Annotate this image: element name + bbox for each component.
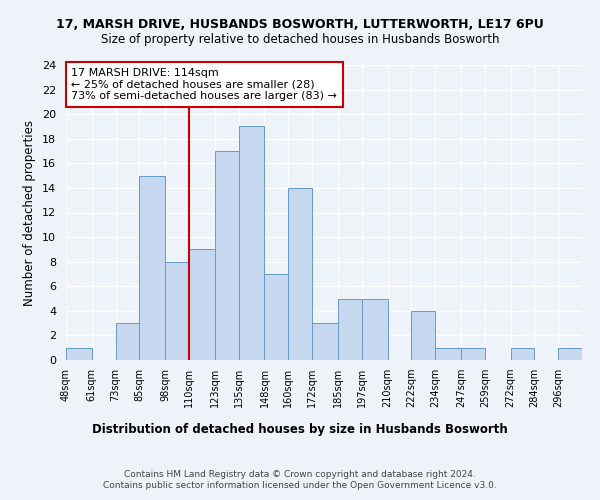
Bar — [239, 126, 265, 360]
Bar — [265, 274, 288, 360]
Text: Contains public sector information licensed under the Open Government Licence v3: Contains public sector information licen… — [103, 481, 497, 490]
Bar — [558, 348, 582, 360]
Bar — [215, 151, 239, 360]
Text: Distribution of detached houses by size in Husbands Bosworth: Distribution of detached houses by size … — [92, 422, 508, 436]
Bar — [189, 250, 215, 360]
Text: Size of property relative to detached houses in Husbands Bosworth: Size of property relative to detached ho… — [101, 32, 499, 46]
Bar — [66, 348, 92, 360]
Bar — [338, 298, 362, 360]
Bar — [412, 311, 435, 360]
Bar — [461, 348, 485, 360]
Bar — [165, 262, 189, 360]
Bar — [139, 176, 165, 360]
Bar — [116, 323, 139, 360]
Y-axis label: Number of detached properties: Number of detached properties — [23, 120, 37, 306]
Bar — [362, 298, 388, 360]
Bar — [288, 188, 312, 360]
Text: Contains HM Land Registry data © Crown copyright and database right 2024.: Contains HM Land Registry data © Crown c… — [124, 470, 476, 479]
Bar — [435, 348, 461, 360]
Bar — [312, 323, 338, 360]
Bar — [511, 348, 535, 360]
Text: 17 MARSH DRIVE: 114sqm
← 25% of detached houses are smaller (28)
73% of semi-det: 17 MARSH DRIVE: 114sqm ← 25% of detached… — [71, 68, 337, 101]
Text: 17, MARSH DRIVE, HUSBANDS BOSWORTH, LUTTERWORTH, LE17 6PU: 17, MARSH DRIVE, HUSBANDS BOSWORTH, LUTT… — [56, 18, 544, 30]
